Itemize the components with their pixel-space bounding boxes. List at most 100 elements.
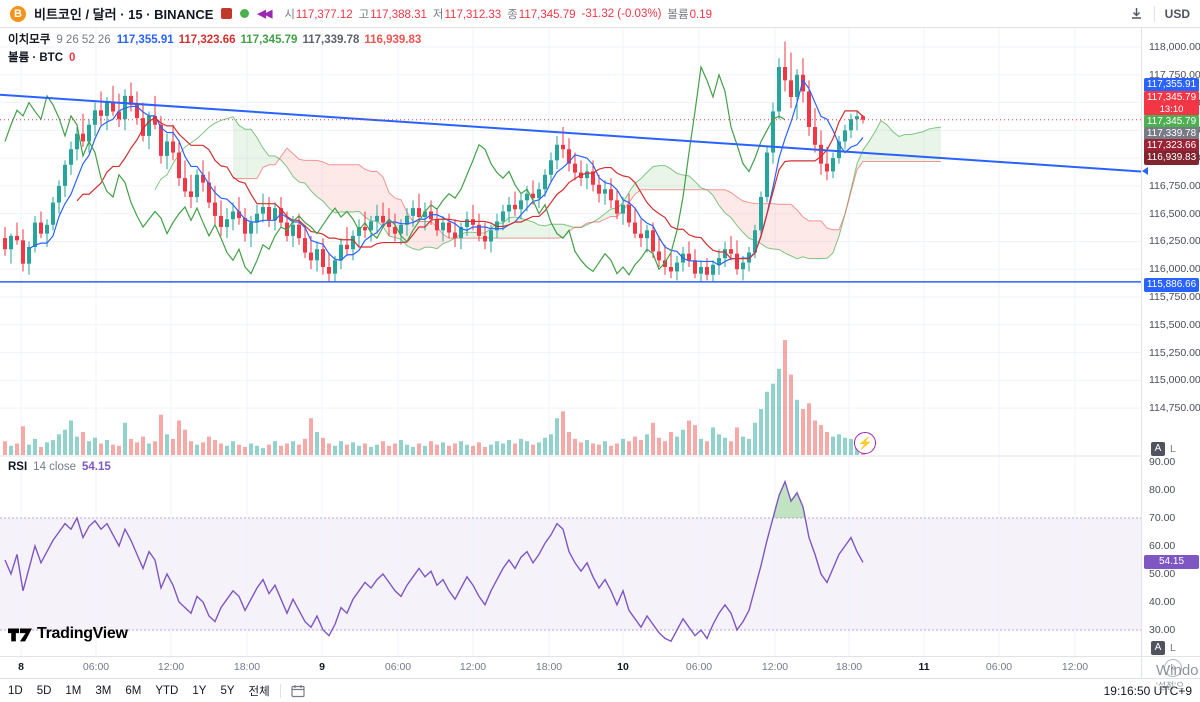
range-button-3m[interactable]: 3M bbox=[95, 684, 112, 697]
range-button-6m[interactable]: 6M bbox=[125, 684, 142, 697]
ichimoku-legend[interactable]: 이치모쿠 9 26 52 26 117,355.91 117,323.66 117,… bbox=[8, 31, 426, 47]
ohlc-readout: 시117,377.12 고117,388.31 저117,312.33 종117… bbox=[284, 6, 712, 22]
price-tick: 60.00 bbox=[1149, 540, 1176, 552]
open-label: 시 bbox=[284, 8, 295, 21]
volume-legend-name: 볼륨 · BTC bbox=[8, 52, 64, 64]
price-tick: 118,000.00 bbox=[1149, 41, 1200, 53]
price-tick: 80.00 bbox=[1149, 484, 1176, 496]
green-dot-icon bbox=[240, 9, 250, 18]
price-tick: 50.00 bbox=[1149, 568, 1176, 580]
time-label: 11 bbox=[918, 661, 930, 673]
tradingview-logo[interactable]: TradingView bbox=[8, 625, 128, 643]
price-tick: 115,250.00 bbox=[1149, 346, 1200, 359]
price-tick: 116,250.00 bbox=[1149, 235, 1200, 248]
price-badge: 115,886.66 bbox=[1144, 278, 1199, 292]
change-value: -31.32 (-0.03%) bbox=[581, 7, 662, 20]
time-label: 8 bbox=[18, 661, 24, 673]
symbol-title[interactable]: 비트코인 / 달러 · 15 · BINANCE bbox=[34, 7, 214, 22]
time-label: 18:00 bbox=[233, 661, 261, 673]
divider bbox=[279, 683, 281, 698]
range-button-전체[interactable]: 전체 bbox=[249, 683, 270, 699]
log-scale-button[interactable]: L bbox=[1170, 443, 1176, 455]
volume-legend[interactable]: 볼륨 · BTC 0 bbox=[8, 49, 75, 65]
price-tick: 115,500.00 bbox=[1149, 318, 1200, 331]
price-badge: 116,939.83 bbox=[1144, 151, 1199, 165]
auto-scale-button[interactable]: A bbox=[1151, 442, 1165, 456]
range-button-5y[interactable]: 5Y bbox=[220, 684, 235, 697]
time-axis-corner bbox=[1141, 657, 1200, 679]
close-label: 종 bbox=[507, 8, 518, 21]
price-badge: 117,339.78 bbox=[1144, 127, 1199, 141]
price-badge: 117,345.79 bbox=[1144, 115, 1199, 129]
ichimoku-params: 9 26 52 26 bbox=[56, 34, 111, 46]
download-icon[interactable] bbox=[1129, 6, 1144, 21]
bitcoin-logo-icon: B bbox=[10, 5, 26, 22]
time-label: 12:00 bbox=[459, 661, 487, 673]
chart-region: 이치모쿠 9 26 52 26 117,355.91 117,323.66 117,… bbox=[0, 28, 1200, 679]
ichimoku-value: 117,339.78 bbox=[302, 34, 360, 46]
time-label: 18:00 bbox=[835, 661, 863, 673]
time-label: 12:00 bbox=[1061, 661, 1089, 673]
price-tick: 70.00 bbox=[1149, 512, 1176, 524]
log-scale-button[interactable]: L bbox=[1170, 642, 1176, 654]
red-square-icon[interactable] bbox=[221, 8, 233, 19]
time-axis[interactable]: » 8 06:00 12:00 18:00 9 06:00 12:00 18:00 10 06:0… bbox=[0, 656, 1200, 679]
range-button-1m[interactable]: 1M bbox=[65, 684, 82, 697]
rsi-name: RSI bbox=[8, 461, 28, 473]
divider bbox=[1153, 5, 1155, 22]
tradingview-logo-icon bbox=[8, 628, 32, 642]
volume-legend-value: 0 bbox=[69, 52, 76, 64]
ichimoku-name: 이치모쿠 bbox=[8, 34, 51, 46]
time-label: 18:00 bbox=[535, 661, 563, 673]
time-label: 12:00 bbox=[157, 661, 185, 673]
volume-value: 0.19 bbox=[689, 8, 712, 21]
price-axis[interactable]: 118,000.00117,750.00117,500.00117,250.00… bbox=[1141, 28, 1200, 656]
range-button-ytd[interactable]: YTD bbox=[155, 684, 179, 697]
lightning-icon[interactable]: ⚡ bbox=[854, 432, 876, 454]
time-label: 9 bbox=[319, 661, 325, 673]
price-tick: 30.00 bbox=[1149, 624, 1176, 636]
open-value: 117,377.12 bbox=[295, 8, 353, 21]
scroll-to-realtime-button[interactable]: » bbox=[1164, 659, 1182, 677]
ichimoku-value: 117,345.79 bbox=[240, 34, 298, 46]
time-label: 12:00 bbox=[761, 661, 789, 673]
range-button-5d[interactable]: 5D bbox=[36, 684, 52, 697]
price-tick: 114,750.00 bbox=[1149, 402, 1200, 415]
range-button-1d[interactable]: 1D bbox=[8, 684, 23, 697]
price-tick: 116,500.00 bbox=[1149, 207, 1200, 220]
candlesticks bbox=[3, 41, 865, 283]
tradingview-logo-text: TradingView bbox=[37, 625, 128, 642]
clock-timezone-button[interactable]: 19:16:50 UTC+9 bbox=[1103, 683, 1192, 698]
go-to-date-button[interactable] bbox=[291, 684, 305, 698]
main-chart[interactable] bbox=[0, 28, 1141, 656]
range-button-1y[interactable]: 1Y bbox=[192, 684, 207, 697]
price-tick: 116,000.00 bbox=[1149, 263, 1200, 276]
price-badge: 117,345.79 13:10 bbox=[1144, 91, 1199, 116]
rsi-legend[interactable]: RSI 14 close 54.15 bbox=[8, 461, 111, 473]
windows-watermark: Windo '설정'으 bbox=[1156, 662, 1199, 692]
price-tick: 117,750.00 bbox=[1149, 68, 1200, 81]
windows-watermark-line2: '설정'으 bbox=[1156, 681, 1185, 691]
bottom-toolbar: 1D 5D 1M 3M 6M YTD 1Y 5Y 전체 19:16:50 UTC+9 bbox=[0, 678, 1200, 702]
time-label: 06:00 bbox=[685, 661, 713, 673]
rsi-params: 14 close bbox=[33, 461, 77, 473]
price-badge: 117,355.91 bbox=[1144, 78, 1199, 92]
auto-scale-button[interactable]: A bbox=[1151, 641, 1165, 655]
price-badge: 117,323.66 bbox=[1144, 139, 1199, 153]
price-tick: 116,750.00 bbox=[1149, 179, 1200, 192]
price-badge: 54.15 bbox=[1144, 555, 1199, 569]
rsi-value: 54.15 bbox=[82, 461, 111, 473]
range-selector: 1D 5D 1M 3M 6M YTD 1Y 5Y 전체 bbox=[8, 683, 270, 699]
time-label: 06:00 bbox=[82, 661, 110, 673]
purple-arrows-icon[interactable]: ◀◀ bbox=[257, 8, 272, 20]
price-tick: 115,000.00 bbox=[1149, 374, 1200, 387]
time-label: 06:00 bbox=[384, 661, 412, 673]
windows-watermark-line1: Windo bbox=[1156, 662, 1199, 679]
time-label: 10 bbox=[617, 661, 629, 673]
top-toolbar: B 비트코인 / 달러 · 15 · BINANCE ◀◀ 시117,377.1… bbox=[0, 0, 1200, 28]
currency-label[interactable]: USD bbox=[1164, 6, 1190, 21]
trendline-axis-arrow-icon bbox=[1142, 167, 1148, 176]
close-value: 117,345.79 bbox=[518, 8, 576, 21]
high-label: 고 bbox=[358, 8, 370, 21]
